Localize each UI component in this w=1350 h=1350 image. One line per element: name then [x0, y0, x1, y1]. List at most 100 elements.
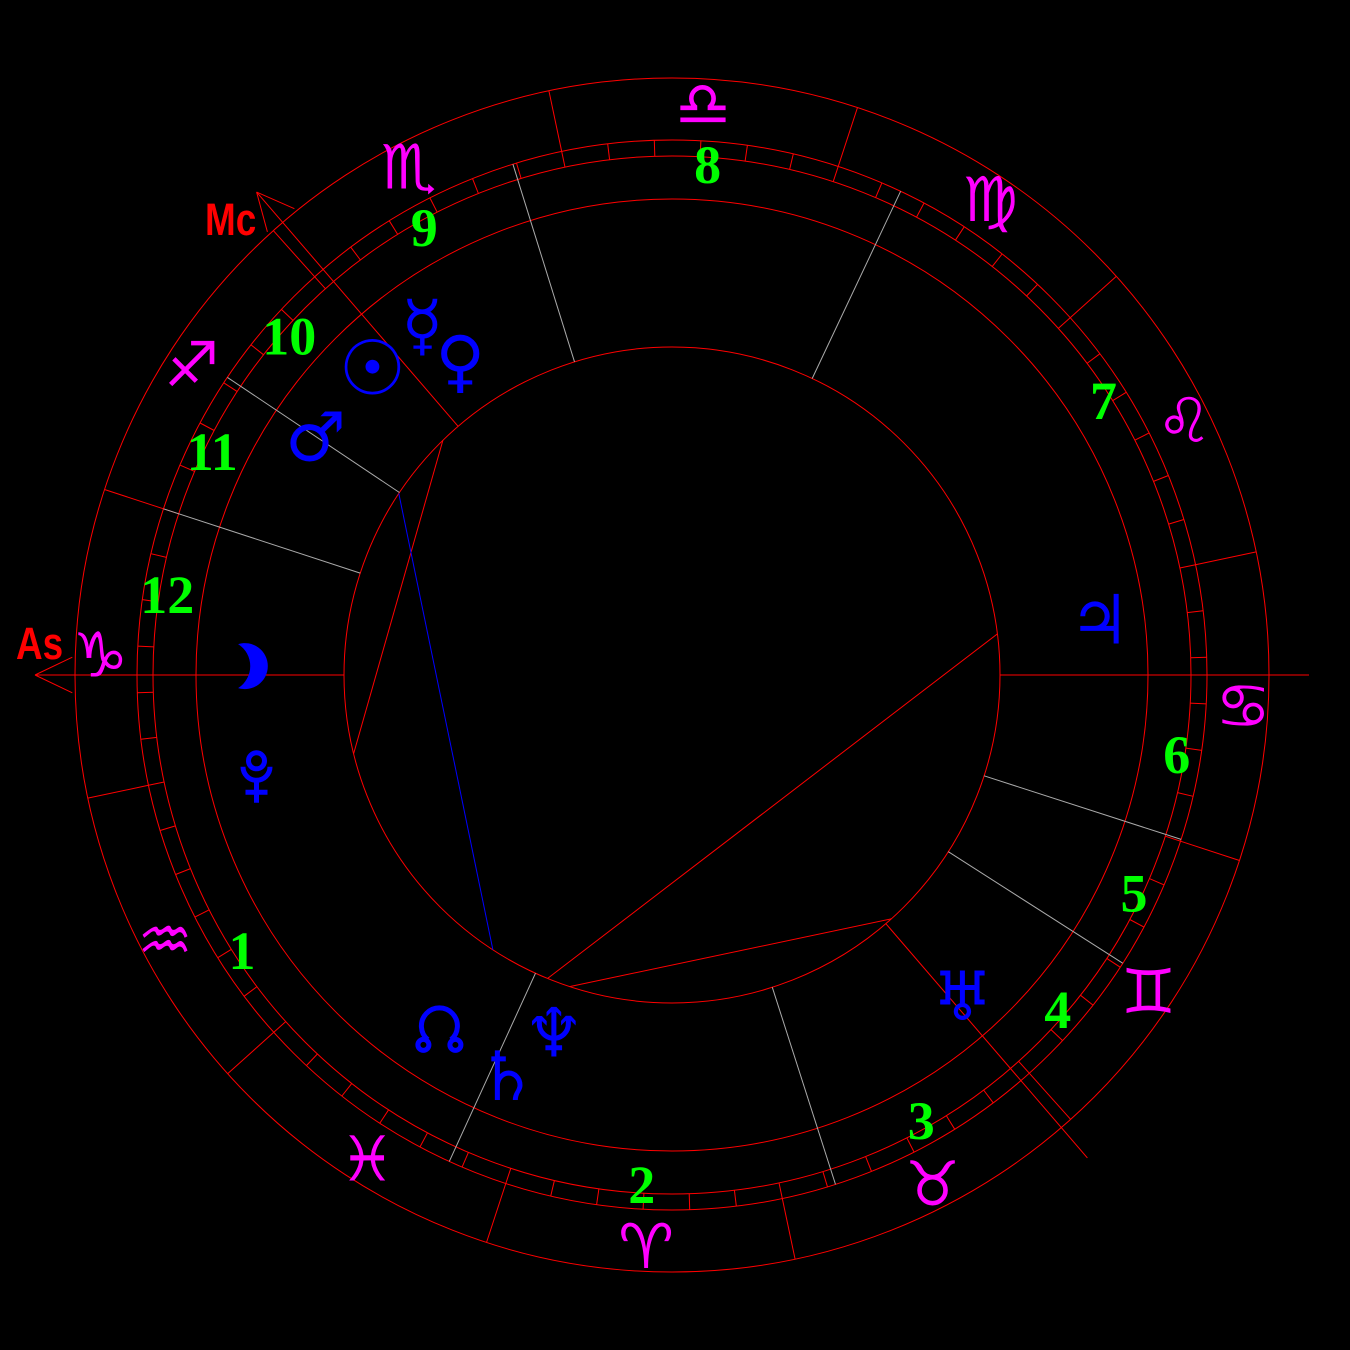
house-cusp-line — [163, 508, 361, 574]
degree-tick — [561, 151, 566, 168]
aspect-line-saturn-jupiter — [547, 633, 998, 979]
house-3-number: 3 — [908, 1091, 935, 1151]
degree-tick — [1129, 919, 1145, 928]
degree-tick — [1057, 317, 1071, 329]
moon-crescent-icon — [238, 643, 268, 690]
degree-tick — [642, 1193, 645, 1210]
degree-tick — [273, 1021, 287, 1033]
degree-tick — [341, 1083, 353, 1097]
degree-tick — [1026, 284, 1038, 297]
degree-tick — [1177, 792, 1194, 797]
house-cusp-line — [512, 164, 575, 362]
house-cusp-line — [948, 851, 1123, 964]
house-11-number: 11 — [187, 422, 238, 482]
degree-tick — [1153, 475, 1169, 482]
degree-tick — [150, 553, 167, 558]
sign-boundary — [548, 90, 563, 152]
sign-virgo-glyph: ♍ — [962, 163, 1018, 236]
sign-cancer-glyph: ♋ — [1215, 669, 1271, 742]
degree-tick — [822, 1171, 828, 1188]
planet-pluto-glyph — [240, 750, 273, 803]
degree-tick — [140, 736, 157, 740]
degree-tick — [954, 226, 965, 241]
degree-tick — [733, 1190, 737, 1207]
degree-tick — [461, 1152, 469, 1168]
house-cusp-line — [227, 376, 400, 493]
sign-boundary — [104, 489, 164, 510]
sign-leo-glyph: ♌ — [1157, 384, 1213, 457]
sign-aquarius-glyph: ♒ — [137, 904, 193, 977]
ascendant-arrowhead — [34, 656, 73, 676]
degree-tick — [217, 948, 232, 959]
degree-tick — [1050, 1029, 1063, 1041]
aspect-line-sun-pluto — [353, 440, 444, 754]
degree-tick — [429, 197, 438, 213]
sign-taurus-glyph: ♉ — [905, 1148, 961, 1221]
node-loop-left — [415, 1036, 432, 1053]
sign-aries-glyph: ♈ — [618, 1210, 674, 1283]
planet-node-glyph — [415, 1005, 464, 1053]
degree-tick — [688, 1193, 691, 1210]
planet-mars-glyph: ♂ — [285, 399, 346, 478]
degree-tick — [1080, 994, 1094, 1006]
house-cusp-line — [771, 987, 836, 1185]
sign-boundary — [1069, 275, 1117, 319]
planet-jupiter-glyph: ♃ — [1069, 582, 1130, 661]
planet-neptune-glyph: ♆ — [523, 995, 584, 1074]
degree-tick — [991, 253, 1003, 267]
degree-tick — [789, 153, 794, 170]
sign-boundary — [1180, 840, 1240, 861]
degree-tick — [906, 1137, 915, 1153]
degree-tick — [916, 202, 925, 218]
house-1-number: 1 — [229, 921, 256, 981]
degree-tick — [379, 1109, 390, 1124]
degree-tick — [199, 422, 215, 431]
planet-mercury-glyph: ☿ — [401, 287, 443, 366]
ascendant-label: As — [16, 618, 64, 669]
sign-capricorn-glyph: ♑ — [73, 619, 129, 692]
degree-tick — [306, 1053, 318, 1066]
degree-tick — [1168, 519, 1185, 525]
degree-tick — [159, 825, 176, 831]
degree-tick — [699, 140, 702, 157]
house-10-number: 10 — [262, 306, 316, 366]
degree-tick — [550, 1180, 555, 1197]
degree-tick — [148, 781, 165, 786]
degree-tick — [137, 645, 154, 648]
degree-tick — [223, 382, 238, 393]
planet-venus-glyph: ♀ — [435, 323, 485, 402]
degree-tick — [250, 344, 264, 356]
sign-libra-glyph: ♎ — [675, 67, 731, 140]
degree-tick — [1179, 564, 1196, 569]
degree-tick — [194, 909, 210, 918]
degree-tick — [350, 246, 361, 261]
degree-tick — [596, 1188, 600, 1205]
degree-tick — [472, 178, 479, 194]
house-6-number: 6 — [1163, 725, 1190, 785]
degree-tick — [516, 162, 522, 179]
degree-tick — [388, 220, 399, 235]
degree-tick — [142, 599, 159, 603]
planet-sun-glyph: ☉ — [338, 324, 406, 413]
degree-tick — [1190, 656, 1207, 659]
house-cusp-line — [448, 972, 536, 1162]
degree-tick — [945, 1115, 956, 1130]
planet-saturn-glyph: ♄ — [476, 1038, 537, 1117]
wheel-circle-aspect-circle — [343, 346, 1001, 1004]
imum-coeli-axis-line — [885, 923, 1088, 1159]
house-8-number: 8 — [694, 135, 721, 195]
degree-tick — [865, 1156, 872, 1172]
sign-boundary — [837, 107, 858, 167]
degree-tick — [778, 1182, 783, 1199]
degree-tick — [1187, 610, 1204, 614]
degree-tick — [1185, 747, 1202, 751]
midheaven-arrowhead — [256, 191, 268, 233]
degree-tick — [983, 1089, 994, 1104]
degree-tick — [1149, 878, 1165, 886]
sign-boundary — [272, 230, 316, 278]
midheaven-arrowhead — [256, 191, 295, 210]
degree-tick — [744, 145, 748, 162]
sign-sagittarius-glyph: ♐ — [164, 328, 220, 401]
degree-tick — [1165, 835, 1181, 842]
